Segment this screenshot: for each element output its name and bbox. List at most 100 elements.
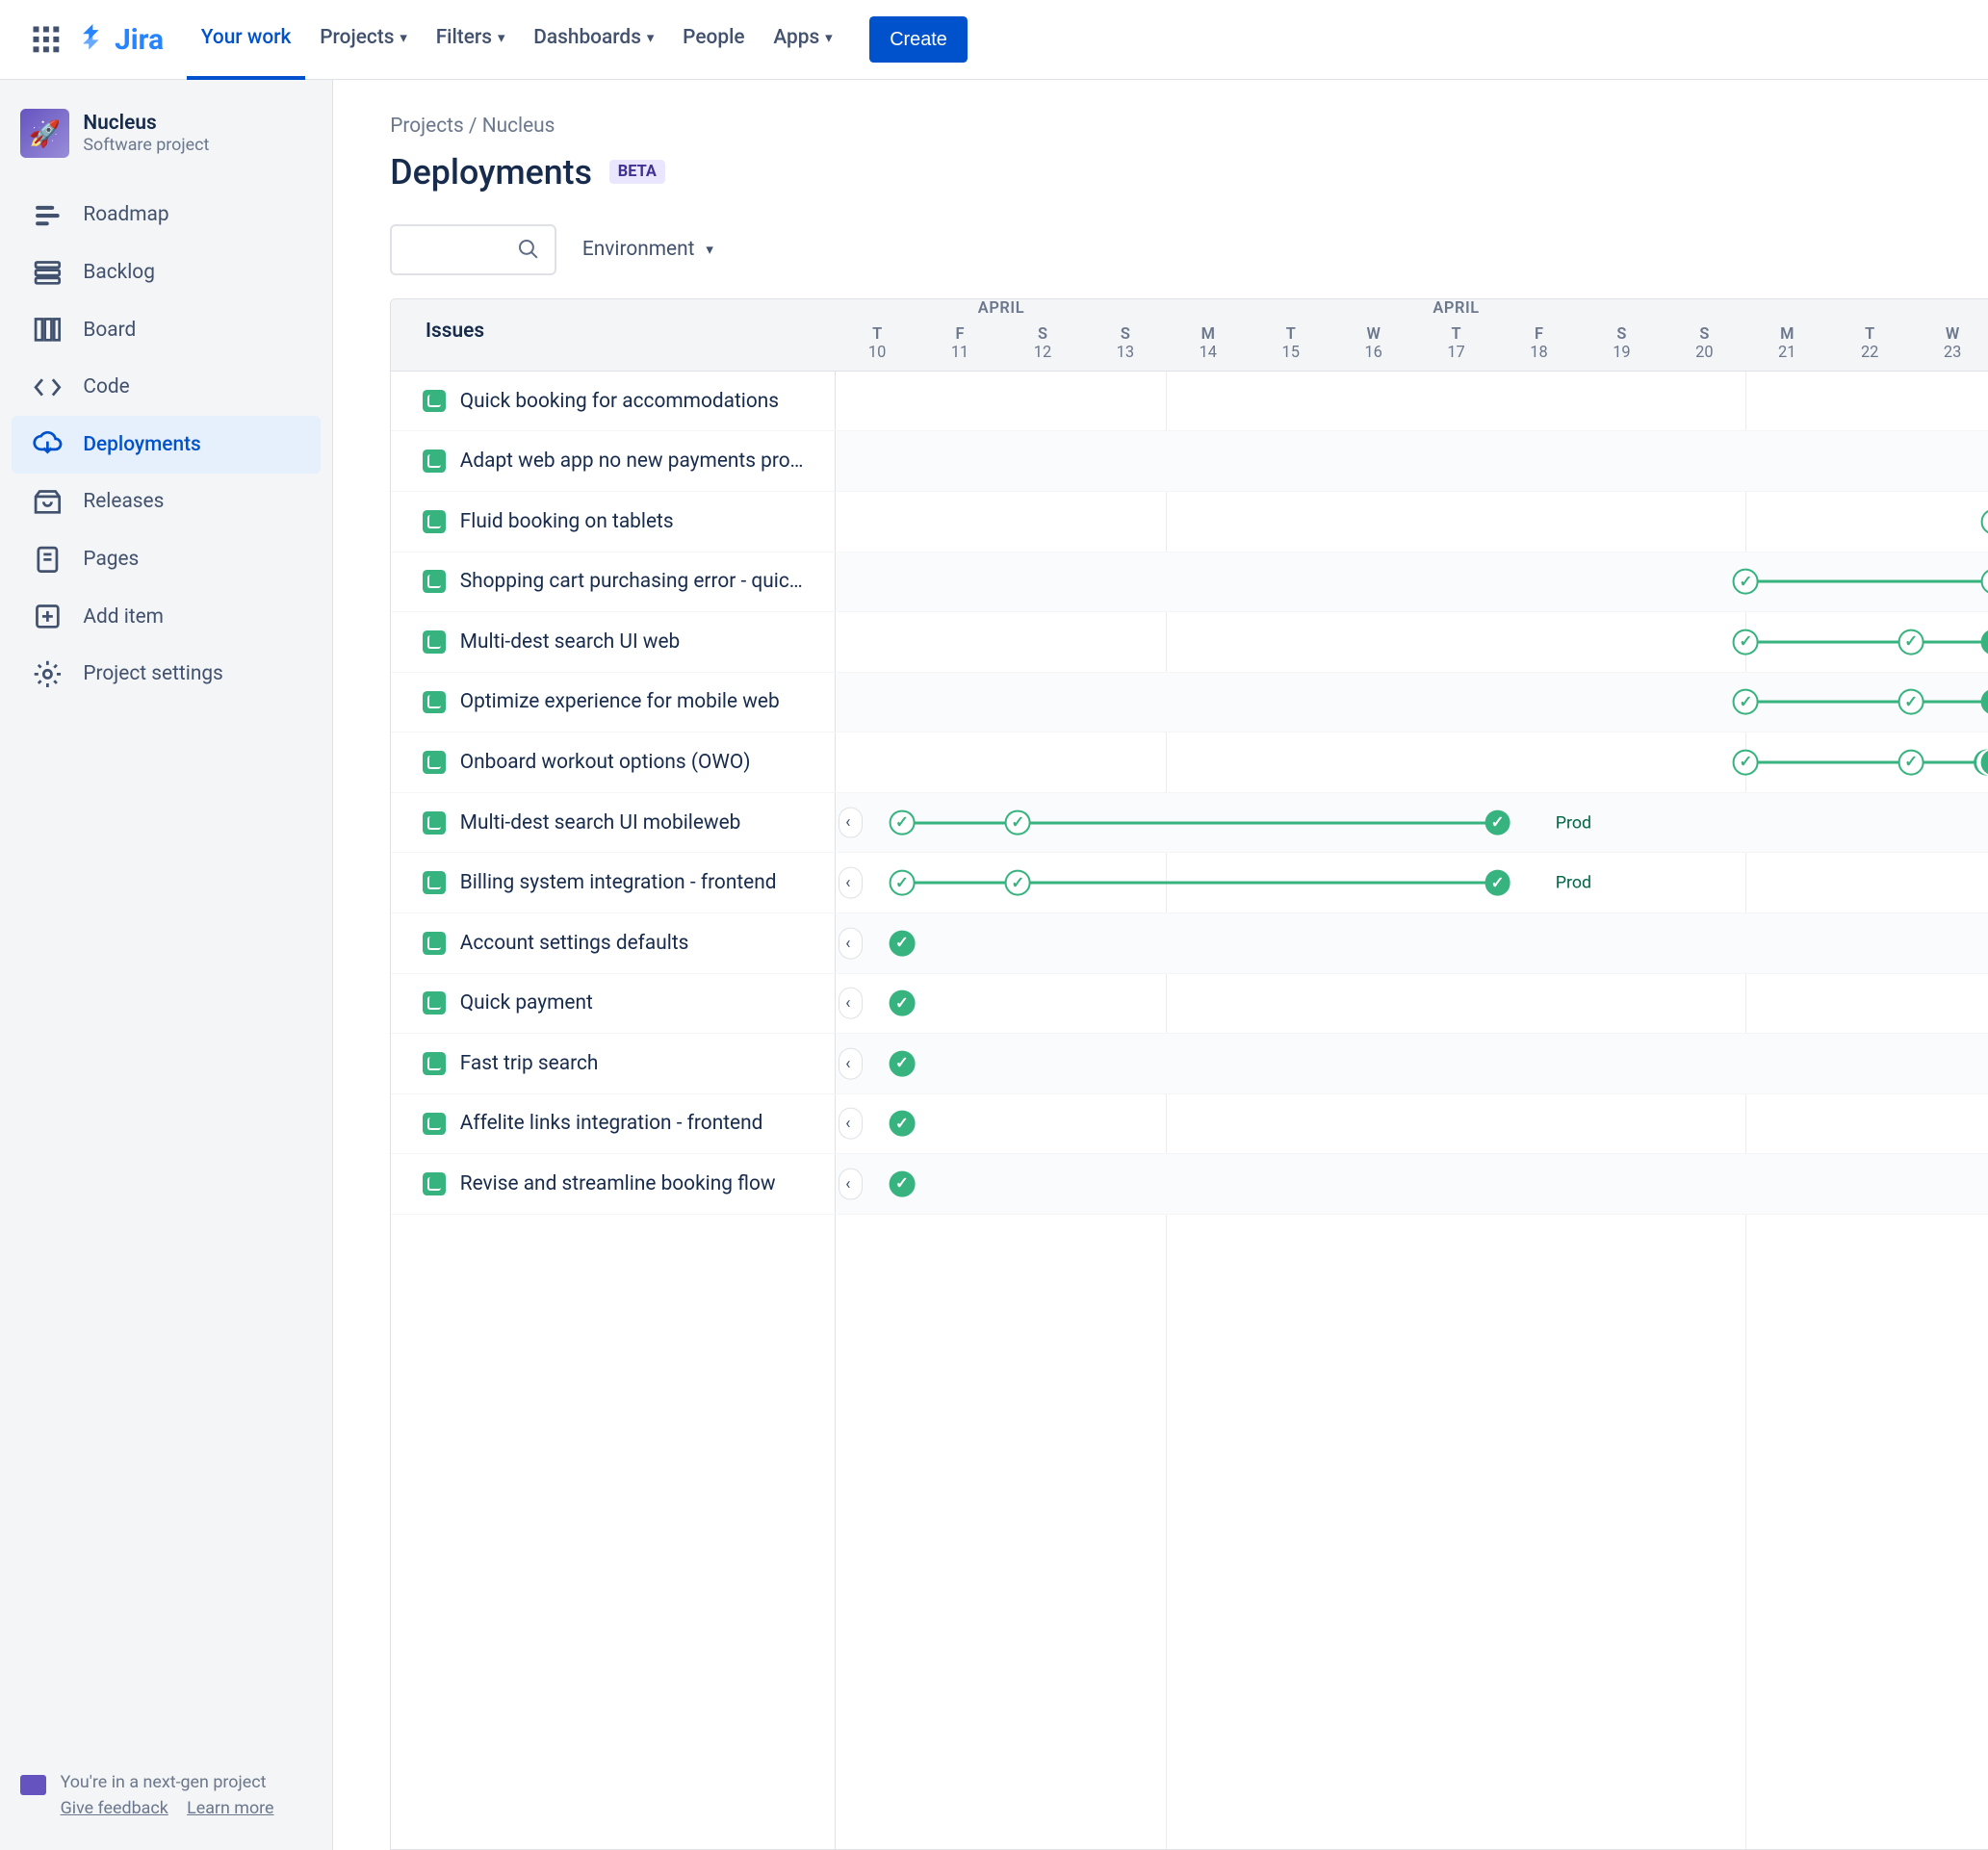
sidebar-item-deployments[interactable]: Deployments [12,416,321,474]
nav-item-projects[interactable]: Projects▾ [305,0,421,80]
issue-search[interactable] [390,224,556,276]
environment-dropdown[interactable]: Environment ▾ [582,238,713,261]
story-icon [423,932,446,955]
story-icon [423,871,446,894]
day-cell: T10 [836,325,918,371]
nav-item-your-work[interactable]: Your work [187,0,305,80]
deployment-row[interactable]: Onboard workout options (OWO)✓✓✓Prod [391,732,1988,793]
overflow-pill[interactable]: ‹ [839,988,863,1019]
deploy-node[interactable]: ✓ [1733,569,1759,595]
footer-feedback-link[interactable]: Give feedback [61,1798,168,1818]
timeline-lane: ✓✓✓Prod [836,673,1988,732]
timeline-lane: ✓!✓Staging West [836,492,1988,552]
deployment-row[interactable]: Affelite links integration - frontend‹✓ [391,1094,1988,1155]
sidebar-item-project-settings[interactable]: Project settings [12,645,321,703]
nav-item-people[interactable]: People [668,0,759,80]
issues-column-header: Issues [391,299,836,371]
month-label: APRIL [836,299,1167,325]
chevron-left-icon: ‹ [845,933,850,953]
day-cell: S13 [1084,325,1167,371]
month-label: APRIL [1745,299,1988,325]
sidebar-item-board[interactable]: Board [12,301,321,359]
deployment-row[interactable]: Account settings defaults‹✓ [391,913,1988,974]
overflow-pill[interactable]: ‹ [839,1048,863,1080]
overflow-pill[interactable]: ‹ [839,927,863,959]
create-button[interactable]: Create [869,16,967,63]
deploy-node[interactable]: ✓ [1981,629,1988,655]
deployment-row[interactable]: Fast trip search‹✓ [391,1034,1988,1094]
deployment-row[interactable]: Multi-dest search UI mobileweb‹✓✓✓Prod [391,793,1988,854]
issue-title: Fluid booking on tablets [460,510,674,533]
page-title: Deployments [390,152,592,193]
project-name: Nucleus [83,112,209,135]
deploy-node[interactable]: ✓ [1733,629,1759,655]
sidebar-item-code[interactable]: Code [12,358,321,416]
story-icon [423,1172,446,1195]
deploy-node[interactable]: ✓ [1733,689,1759,715]
deploy-node[interactable]: ✓ [889,990,915,1016]
timeline-lane: ‹✓✓✓Prod [836,853,1988,912]
deploy-node[interactable]: ✓ [1005,870,1031,896]
timeline-lane: ✓✓✓Prod [836,732,1988,792]
story-icon [423,811,446,835]
nav-item-dashboards[interactable]: Dashboards▾ [519,0,668,80]
deployment-row[interactable]: Optimize experience for mobile web✓✓✓Pro… [391,673,1988,733]
month-label: APRIL [1167,299,1745,325]
story-icon [423,570,446,593]
deploy-node[interactable]: ✓ [889,930,915,956]
timeline-lane: ✓!Prod EU East [836,431,1988,491]
deploy-node[interactable]: ✓ [1485,870,1510,896]
day-cell: T17 [1415,325,1498,371]
deploy-node[interactable]: ✓ [1981,689,1988,715]
board-icon [32,314,64,346]
sidebar-item-releases[interactable]: Releases [12,474,321,531]
deploy-node[interactable]: ✓ [1485,809,1510,835]
nav-item-filters[interactable]: Filters▾ [422,0,520,80]
deploy-node[interactable]: ✓ [1898,750,1924,776]
sidebar-item-backlog[interactable]: Backlog [12,244,321,301]
overflow-pill[interactable]: ‹ [839,807,863,838]
deployment-row[interactable]: Quick booking for accommodations✓✓✓Prod … [391,372,1988,432]
pages-icon [32,544,64,576]
day-cell: W16 [1332,325,1415,371]
sidebar-item-roadmap[interactable]: Roadmap [12,187,321,244]
sidebar-item-add-item[interactable]: Add item [12,588,321,646]
overflow-pill[interactable]: ‹ [839,1169,863,1200]
deployment-row[interactable]: Multi-dest search UI web✓✓✓Prod [391,612,1988,673]
deploy-node[interactable]: ✓ [1005,809,1031,835]
deploy-node[interactable]: ✓ [1898,629,1924,655]
overflow-pill[interactable]: ‹ [839,867,863,899]
deployment-row[interactable]: Quick payment‹✓ [391,974,1988,1035]
issue-title: Quick booking for accommodations [460,390,779,413]
deployment-row[interactable]: Billing system integration - frontend‹✓✓… [391,853,1988,913]
overflow-pill[interactable]: ‹ [839,1108,863,1140]
story-icon [423,1113,446,1136]
deployment-row[interactable]: Adapt web app no new payments provider✓!… [391,431,1988,492]
project-header[interactable]: 🚀 Nucleus Software project [0,109,332,186]
deploy-node[interactable]: ✓ [1733,750,1759,776]
footer-text: You're in a next-gen project [61,1772,274,1792]
footer-learn-link[interactable]: Learn more [187,1798,273,1818]
jira-logo[interactable]: Jira [77,23,164,57]
next-gen-icon [20,1775,46,1795]
deploy-node[interactable]: ✓ [889,809,915,835]
nav-item-apps[interactable]: Apps▾ [759,0,846,80]
deploy-node[interactable]: ✓ [1898,689,1924,715]
deployment-row[interactable]: Revise and streamline booking flow‹✓ [391,1154,1988,1215]
deploy-node[interactable]: ✓ [889,870,915,896]
app-switcher-icon[interactable] [23,16,69,63]
deploy-node[interactable]: ✓ [889,1051,915,1077]
deploy-node[interactable]: ✓ [1981,569,1988,595]
deploy-node[interactable]: ✓ [1981,508,1988,534]
chevron-left-icon: ‹ [845,1053,850,1073]
timeline-lane: ‹✓ [836,1034,1988,1093]
breadcrumb[interactable]: Projects / Nucleus [390,115,1988,138]
sidebar-item-pages[interactable]: Pages [12,530,321,588]
deploy-node[interactable]: ✓ [1981,750,1988,776]
deployments-icon [32,428,64,460]
deployment-row[interactable]: Shopping cart purchasing error - quick f… [391,552,1988,613]
deployment-row[interactable]: Fluid booking on tablets ✓!✓Staging West [391,492,1988,552]
deploy-node[interactable]: ✓ [889,1111,915,1137]
deploy-node[interactable]: ✓ [889,1171,915,1197]
day-cell: W23 [1911,325,1988,371]
